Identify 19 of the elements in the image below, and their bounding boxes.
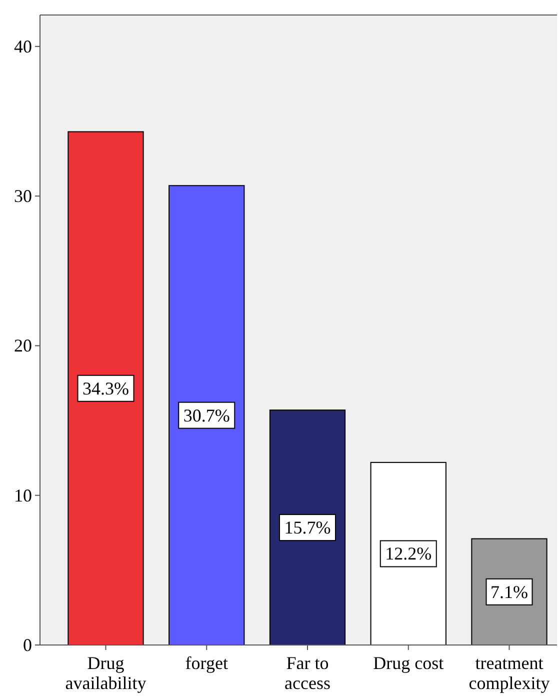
y-tick-label: 30	[14, 186, 32, 206]
x-tick-label: Drug availability	[65, 653, 146, 693]
y-tick-label: 40	[14, 36, 32, 56]
data-label: 15.7%	[284, 518, 331, 538]
data-label: 12.2%	[385, 544, 432, 564]
data-label: 34.3%	[82, 378, 129, 398]
x-tick-label: forget	[185, 653, 228, 673]
y-tick-label: 20	[14, 336, 32, 356]
bar	[168, 185, 245, 646]
x-tick-label: Far to access	[284, 653, 330, 693]
bar	[269, 410, 346, 646]
x-tick-label: Drug cost	[373, 653, 444, 673]
x-tick-label: treatment complexity	[468, 653, 550, 693]
bar	[370, 462, 446, 646]
data-label: 7.1%	[490, 582, 528, 602]
data-label: 30.7%	[183, 405, 230, 426]
y-tick-label: 10	[14, 485, 32, 506]
y-tick-label: 0	[23, 635, 32, 655]
bar	[68, 131, 144, 646]
